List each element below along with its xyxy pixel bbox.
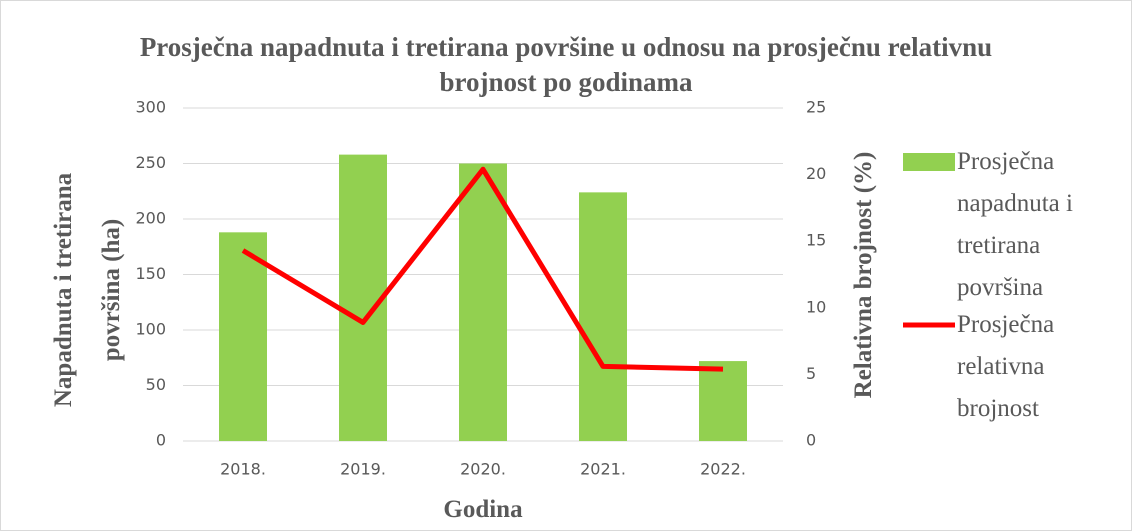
x-tick-label: 2018. — [220, 460, 266, 479]
y-tick-label: 100 — [135, 320, 166, 339]
x-tick-label: 2020. — [460, 460, 506, 479]
y-tick-label: 300 — [135, 98, 166, 117]
legend-swatch-bar — [903, 153, 955, 171]
y2-tick-label: 10 — [806, 297, 826, 316]
y2-tick-label: 15 — [806, 231, 826, 250]
y-tick-label: 150 — [135, 264, 166, 283]
line — [241, 166, 724, 372]
y2-tick-label: 20 — [806, 164, 826, 183]
bar — [459, 163, 507, 441]
bar — [699, 361, 747, 441]
y-tick-label: 0 — [156, 431, 166, 450]
y2-axis-title: Relativna brojnost (%) — [850, 151, 877, 399]
y-axis-title: Napadnuta i tretirana površina (ha) — [50, 172, 125, 408]
y2-tick-label: 0 — [806, 431, 816, 450]
y-tick-label: 200 — [135, 209, 166, 228]
legend-label: Prosječna napadnuta i tretirana površina — [957, 148, 1073, 301]
legend-label: Prosječna relativna brojnost — [957, 311, 1055, 422]
x-tick-label: 2019. — [340, 460, 386, 479]
x-tick-label: 2022. — [700, 460, 746, 479]
bar — [579, 192, 627, 441]
y2-tick-label: 25 — [806, 98, 826, 117]
y-tick-label: 50 — [146, 375, 166, 394]
bar — [339, 154, 387, 441]
y2-tick-label: 5 — [806, 364, 816, 383]
x-tick-label: 2021. — [580, 460, 626, 479]
chart-title: Prosječna napadnuta i tretirana površine… — [139, 32, 993, 97]
bar — [219, 232, 267, 441]
x-axis-title: Godina — [443, 496, 523, 523]
y-tick-label: 250 — [135, 153, 166, 172]
